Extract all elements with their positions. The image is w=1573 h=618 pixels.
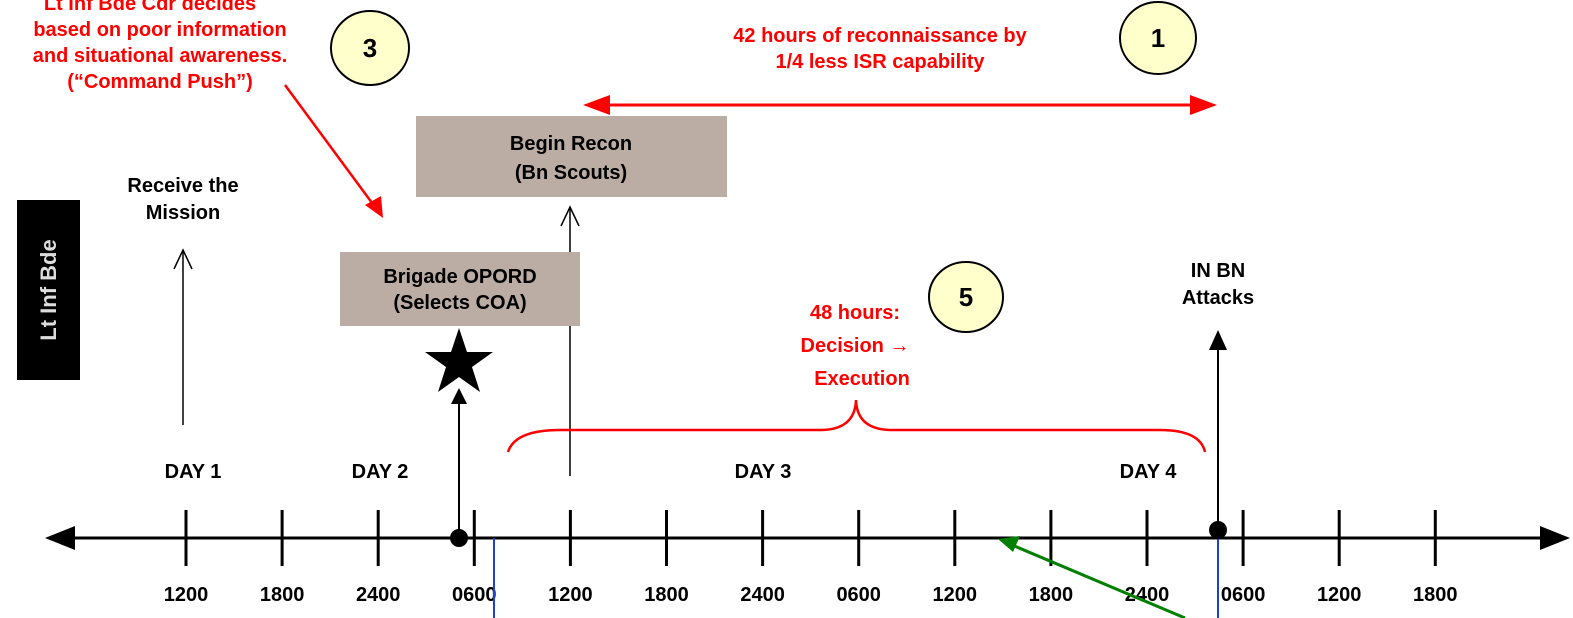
event-box bbox=[416, 116, 727, 197]
callout-circle bbox=[330, 10, 410, 86]
arrowhead bbox=[583, 95, 610, 115]
time-label: 2400 bbox=[740, 584, 785, 606]
event-label: (Bn Scouts) bbox=[515, 162, 627, 184]
arrowhead bbox=[365, 196, 383, 218]
axis-arrow-left bbox=[45, 526, 75, 550]
note-line: (“Command Push”) bbox=[67, 71, 253, 93]
arrowhead bbox=[173, 248, 193, 270]
event-label: Attacks bbox=[1182, 287, 1254, 309]
time-label: 1800 bbox=[644, 584, 689, 606]
star bbox=[425, 328, 493, 392]
time-label: 0600 bbox=[836, 584, 881, 606]
note-line: Execution bbox=[814, 368, 910, 390]
arrowhead bbox=[451, 388, 467, 404]
event-label: Begin Recon bbox=[510, 133, 632, 155]
callout-number: 3 bbox=[363, 33, 377, 63]
arrowhead bbox=[1190, 95, 1217, 115]
note-line: 42 hours of reconnaissance by bbox=[733, 25, 1027, 47]
time-label: 1200 bbox=[548, 584, 593, 606]
note-line: Decision → bbox=[801, 335, 910, 357]
green-arrowhead bbox=[998, 536, 1020, 552]
decision-brace bbox=[506, 399, 1207, 453]
axis-arrow-right bbox=[1540, 526, 1570, 550]
event-label: (Selects COA) bbox=[393, 292, 526, 314]
note-line: 1/4 less ISR capability bbox=[776, 51, 986, 73]
callout-number: 5 bbox=[959, 282, 973, 312]
day-label: DAY 3 bbox=[735, 461, 792, 483]
time-label: 1200 bbox=[933, 584, 978, 606]
callout-circle bbox=[1119, 1, 1197, 75]
event-box bbox=[340, 252, 580, 326]
time-label: 1800 bbox=[260, 584, 305, 606]
event-label: Receive the bbox=[127, 175, 238, 197]
event-label: IN BN bbox=[1191, 260, 1245, 282]
event-dot bbox=[450, 529, 468, 547]
day-label: DAY 4 bbox=[1120, 461, 1178, 483]
side-label-box bbox=[17, 200, 80, 380]
time-label: 2400 bbox=[356, 584, 401, 606]
day-label: DAY 1 bbox=[165, 461, 222, 483]
green-arrow bbox=[1011, 543, 1186, 618]
time-label: 2400 bbox=[1125, 584, 1170, 606]
note-line: Lt Inf Bde Cdr decides bbox=[44, 0, 256, 15]
note-line: and situational awareness. bbox=[33, 45, 288, 67]
time-label: 0600 bbox=[452, 584, 497, 606]
time-label: 1200 bbox=[1317, 584, 1362, 606]
event-label: Mission bbox=[146, 202, 220, 224]
time-label: 1200 bbox=[164, 584, 209, 606]
time-label: 1800 bbox=[1029, 584, 1074, 606]
note-line: based on poor information bbox=[33, 19, 286, 41]
event-dot bbox=[1209, 521, 1227, 539]
time-label: 1800 bbox=[1413, 584, 1458, 606]
pointer-arrow bbox=[283, 84, 377, 208]
day-label: DAY 2 bbox=[352, 461, 409, 483]
arrowhead bbox=[1209, 330, 1227, 350]
callout-number: 1 bbox=[1151, 23, 1165, 53]
arrowhead bbox=[560, 205, 580, 227]
side-label: Lt Inf Bde bbox=[36, 239, 61, 340]
note-line: 48 hours: bbox=[810, 302, 900, 324]
time-label: 0600 bbox=[1221, 584, 1266, 606]
event-label: Brigade OPORD bbox=[383, 266, 536, 288]
callout-circle bbox=[928, 261, 1004, 333]
